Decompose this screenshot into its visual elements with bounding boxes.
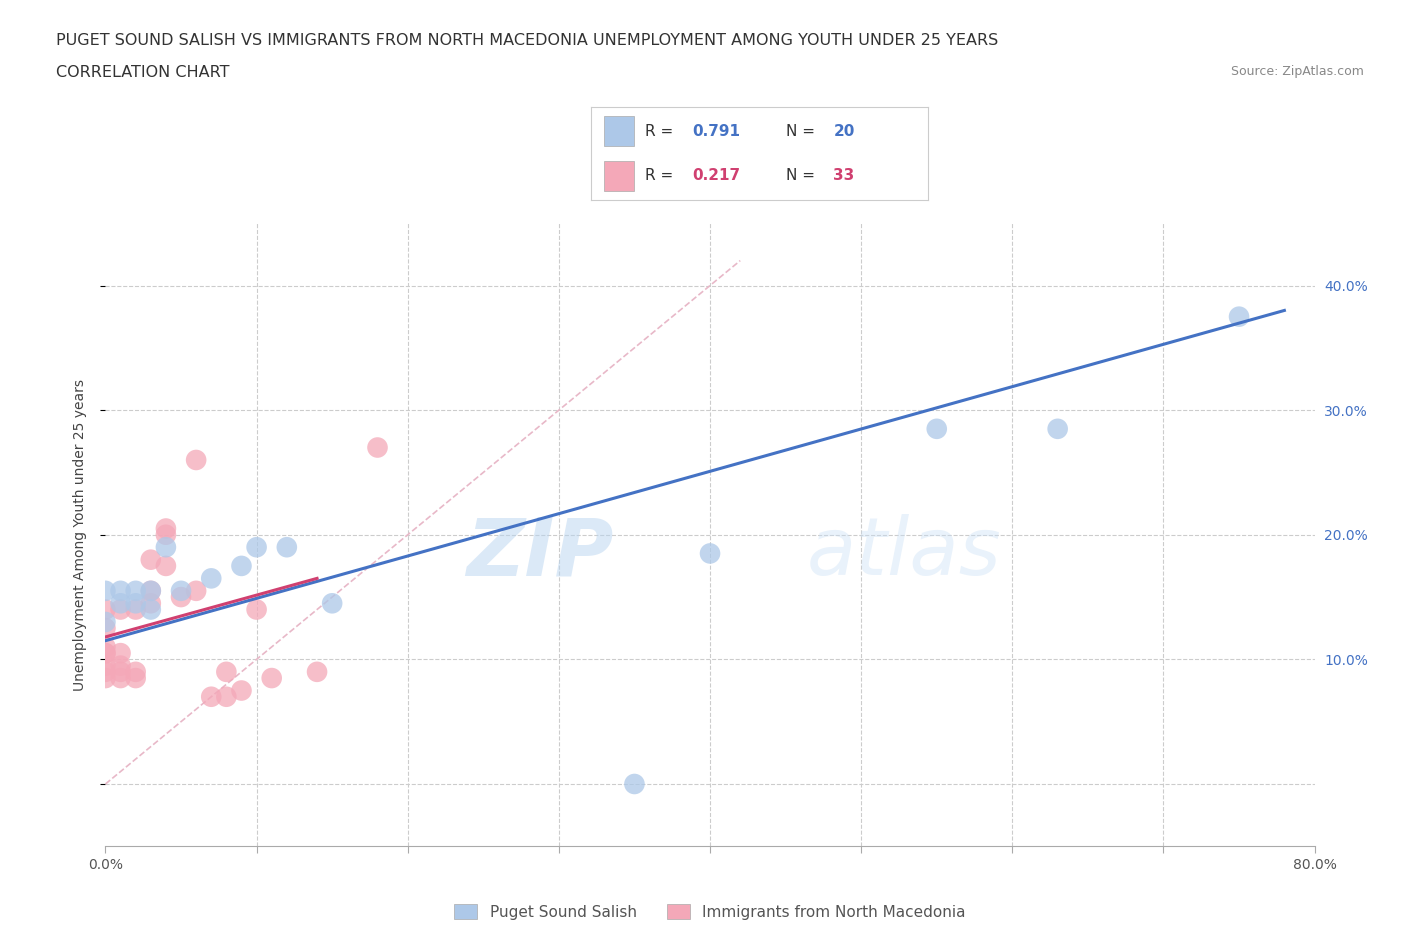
Point xyxy=(110,602,132,617)
Point xyxy=(321,596,343,611)
Point xyxy=(186,453,208,468)
Point xyxy=(1227,310,1250,325)
Point xyxy=(94,671,117,685)
Text: N =: N = xyxy=(786,124,820,139)
Point xyxy=(925,421,948,436)
Text: atlas: atlas xyxy=(807,514,1001,592)
Point xyxy=(200,571,222,586)
Point xyxy=(125,671,148,685)
Text: R =: R = xyxy=(644,168,678,183)
Point xyxy=(94,664,117,679)
Point xyxy=(170,590,193,604)
Point xyxy=(260,671,283,685)
Text: 20: 20 xyxy=(834,124,855,139)
Text: 0.217: 0.217 xyxy=(692,168,740,183)
Point xyxy=(366,440,388,455)
Point xyxy=(94,640,117,655)
Point xyxy=(215,664,238,679)
Point xyxy=(94,615,117,630)
Point xyxy=(276,539,298,554)
Point xyxy=(110,664,132,679)
Point xyxy=(170,583,193,598)
Text: ZIP: ZIP xyxy=(465,514,613,592)
Point xyxy=(246,602,269,617)
Point xyxy=(231,559,253,574)
FancyBboxPatch shape xyxy=(605,116,634,146)
Point xyxy=(125,664,148,679)
Point xyxy=(231,684,253,698)
Point xyxy=(186,583,208,598)
Point xyxy=(155,559,177,574)
Point xyxy=(699,546,721,561)
Point xyxy=(623,777,645,791)
Point xyxy=(125,602,148,617)
Text: Source: ZipAtlas.com: Source: ZipAtlas.com xyxy=(1230,65,1364,78)
Point xyxy=(139,583,162,598)
Point xyxy=(155,521,177,536)
Point xyxy=(200,689,222,704)
Point xyxy=(307,664,329,679)
Text: N =: N = xyxy=(786,168,820,183)
Point xyxy=(155,527,177,542)
Point xyxy=(139,552,162,567)
Text: PUGET SOUND SALISH VS IMMIGRANTS FROM NORTH MACEDONIA UNEMPLOYMENT AMONG YOUTH U: PUGET SOUND SALISH VS IMMIGRANTS FROM NO… xyxy=(56,33,998,47)
Point xyxy=(94,621,117,636)
Point xyxy=(246,539,269,554)
Point xyxy=(94,658,117,673)
Point xyxy=(110,671,132,685)
Point xyxy=(139,596,162,611)
Point xyxy=(94,583,117,598)
Y-axis label: Unemployment Among Youth under 25 years: Unemployment Among Youth under 25 years xyxy=(73,379,87,691)
Text: R =: R = xyxy=(644,124,678,139)
Point xyxy=(110,645,132,660)
Text: CORRELATION CHART: CORRELATION CHART xyxy=(56,65,229,80)
Point xyxy=(94,602,117,617)
Point xyxy=(110,658,132,673)
Point xyxy=(110,596,132,611)
Text: 0.791: 0.791 xyxy=(692,124,740,139)
Point xyxy=(215,689,238,704)
Point xyxy=(155,539,177,554)
Point xyxy=(139,602,162,617)
Point xyxy=(94,645,117,660)
Point xyxy=(139,583,162,598)
Legend: Puget Sound Salish, Immigrants from North Macedonia: Puget Sound Salish, Immigrants from Nort… xyxy=(449,897,972,926)
Point xyxy=(125,583,148,598)
Point xyxy=(1046,421,1069,436)
Point xyxy=(110,583,132,598)
Point xyxy=(94,645,117,660)
Point xyxy=(125,596,148,611)
FancyBboxPatch shape xyxy=(605,161,634,191)
Text: 33: 33 xyxy=(834,168,855,183)
